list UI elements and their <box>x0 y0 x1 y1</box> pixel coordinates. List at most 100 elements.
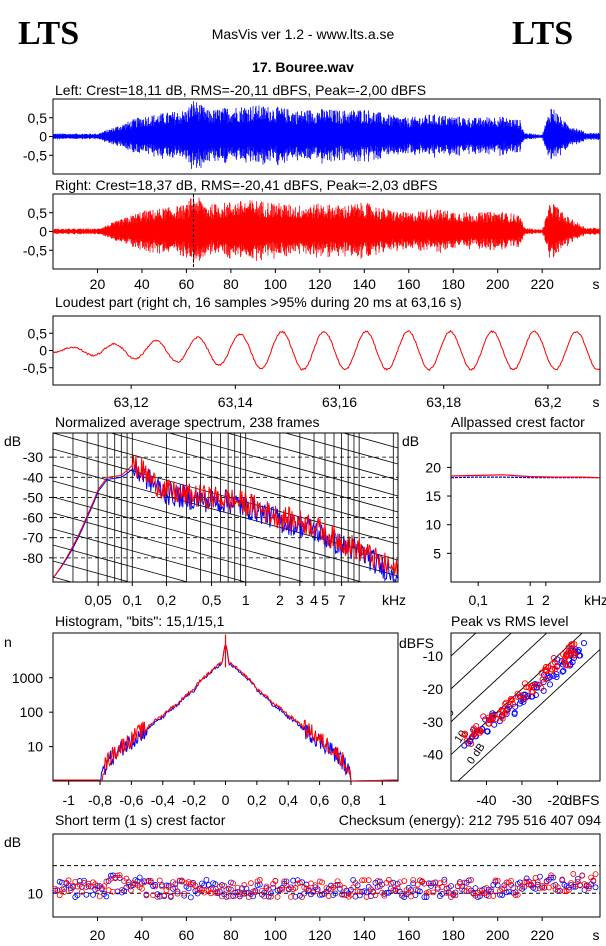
shortcrest-point-left <box>423 894 430 900</box>
shortcrest-point-right <box>279 886 285 893</box>
shortcrest-point-right <box>181 890 188 897</box>
histogram-title: Histogram, "bits": 15,1/15,1 <box>55 613 225 629</box>
shortcrest-point-right <box>443 889 450 896</box>
spectrum-slope-line <box>53 528 247 582</box>
histogram-xtick-label: -0,4 <box>151 792 175 808</box>
spectrum-plot <box>53 305 398 582</box>
shortcrest-point-right <box>116 872 123 879</box>
shortcrest-point-right <box>239 890 245 897</box>
peakrms-point-right <box>563 653 570 660</box>
shortcrest-point-right <box>457 880 463 887</box>
histogram-ytick-label: 1000 <box>12 670 43 686</box>
shortcrest-xtick-label: 200 <box>486 927 510 943</box>
shortcrest-point-right <box>276 886 283 893</box>
peakrms-point-right <box>565 662 572 669</box>
shortcrest-point-right <box>376 883 383 890</box>
shortcrest-xtick-label: 180 <box>442 927 466 943</box>
shortcrest-point-right <box>508 877 514 884</box>
left-waveform-plot <box>53 101 600 169</box>
shortcrest-point-right <box>56 892 63 899</box>
peakrms-point-left <box>511 710 518 717</box>
peakrms-point-right <box>528 689 535 696</box>
shortcrest-point-right <box>299 894 305 900</box>
shortcrest-point-right <box>216 883 223 890</box>
shortcrest-point-right <box>452 892 459 899</box>
shortcrest-xtick-label: 100 <box>264 927 288 943</box>
right-waveform-ytick-label: 0 <box>39 224 47 240</box>
loudest-xunit-label: s <box>593 394 600 410</box>
checksum-text: Checksum (energy): 212 795 516 407 094 <box>339 812 601 828</box>
shortcrest-xtick-label: 60 <box>179 927 195 943</box>
shortcrest-point-left <box>185 885 192 892</box>
shortcrest-point-right <box>152 883 159 890</box>
right-waveform-xtick-label: 220 <box>531 276 555 292</box>
shortcrest-point-right <box>592 871 599 878</box>
right-waveform-plot <box>53 197 600 264</box>
right-waveform-xtick-label: 60 <box>179 276 195 292</box>
shortcrest-point-right <box>170 879 176 885</box>
loudest-ytick-label: -0,5 <box>23 360 47 376</box>
shortcrest-point-right <box>143 892 150 899</box>
peakrms-point-left <box>467 737 474 744</box>
shortcrest-point-right <box>530 879 537 886</box>
peakrms-point-right <box>569 641 576 648</box>
peak-rms-ylabel: dBFS <box>399 635 434 651</box>
shortcrest-point-right <box>296 879 303 886</box>
peakrms-point-right <box>520 695 527 702</box>
shortcrest-point-right <box>319 879 325 886</box>
shortcrest-point-right <box>154 893 161 900</box>
peakrms-point-right <box>502 700 509 707</box>
loudest-xtick-label: 63,12 <box>114 394 149 410</box>
shortcrest-point-right <box>394 885 401 892</box>
shortcrest-point-right <box>401 878 408 884</box>
shortcrest-point-right <box>259 887 265 894</box>
shortcrest-point-right <box>245 894 252 901</box>
histogram-ytick-label: 10 <box>27 739 43 755</box>
histogram-ytick-label: 100 <box>20 704 44 720</box>
shortcrest-point-right <box>179 877 185 884</box>
peakrms-point-left <box>491 721 498 728</box>
shortcrest-point-left <box>165 882 172 889</box>
shortcrest-point-left <box>61 886 68 892</box>
spectrum-slope-line <box>109 433 398 513</box>
shortcrest-point-right <box>494 877 501 884</box>
peakrms-diagonal <box>451 633 477 657</box>
shortcrest-point-right <box>365 877 372 884</box>
shortcrest-point-left <box>363 889 370 896</box>
peakrms-point-right <box>461 731 468 738</box>
shortcrest-point-right <box>159 883 165 890</box>
shortcrest-point-right <box>441 879 448 886</box>
shortcrest-points <box>52 871 599 901</box>
spectrum-series-right <box>53 454 398 579</box>
right-waveform-xtick-label: 140 <box>353 276 377 292</box>
crest-xtick-label: 0,1 <box>468 592 488 608</box>
histogram-xtick-label: 1 <box>378 792 386 808</box>
peakrms-point-right <box>528 682 535 689</box>
shortcrest-point-left <box>181 892 188 899</box>
loudest-frame <box>52 315 601 386</box>
shortcrest-point-right <box>167 893 174 899</box>
shortcrest-xtick-label: 220 <box>531 927 555 943</box>
shortcrest-point-right <box>256 877 263 883</box>
shortcrest-point-right <box>374 878 381 884</box>
peakrms-point-left <box>533 684 540 691</box>
peakrms-xtick-label: -40 <box>476 792 496 808</box>
peakrms-point-right <box>561 659 568 666</box>
spectrum-xtick-label: 0,2 <box>157 592 177 608</box>
shortcrest-point-right <box>156 877 163 884</box>
shortcrest-point-left <box>201 882 208 889</box>
peakrms-point-right <box>470 731 477 738</box>
shortcrest-point-right <box>510 884 517 891</box>
shortcrest-point-left <box>374 883 381 890</box>
peakrms-frame <box>450 632 601 782</box>
peakrms-point-right <box>521 680 528 687</box>
spectrum-ytick-label: -50 <box>23 489 43 505</box>
right-waveform-signal <box>53 197 600 264</box>
peakrms-point-right <box>530 681 537 688</box>
crest-xtick-label: 1 <box>526 592 534 608</box>
shortcrest-point-right <box>570 871 577 877</box>
loudest-xtick-label: 63,14 <box>218 394 253 410</box>
shortcrest-point-right <box>361 877 368 884</box>
loudest-ytick-label: 0 <box>39 343 47 359</box>
spectrum-slope-line <box>53 305 398 400</box>
